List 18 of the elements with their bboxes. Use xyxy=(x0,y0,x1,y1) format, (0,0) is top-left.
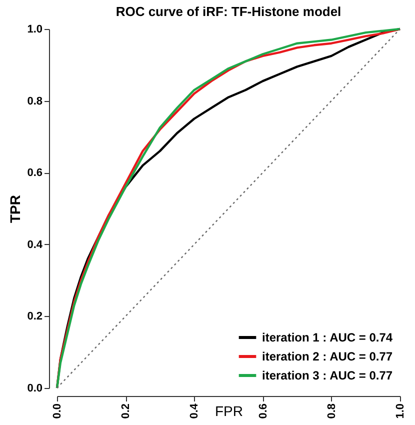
y-axis-title: TPR xyxy=(7,195,24,223)
y-tick-label: 0.6 xyxy=(27,167,42,180)
y-tick-label: 1.0 xyxy=(27,24,42,36)
y-tick-label: 0.2 xyxy=(27,310,42,323)
legend-label: iteration 1 : AUC = 0.74 xyxy=(262,330,393,344)
chart-title: ROC curve of iRF: TF-Histone model xyxy=(116,4,342,19)
x-tick-label: 0.0 xyxy=(52,404,64,419)
y-tick-label: 0.8 xyxy=(27,95,42,108)
x-tick-label: 0.6 xyxy=(257,404,270,419)
x-tick-label: 0.4 xyxy=(188,402,201,419)
y-tick-label: 0.0 xyxy=(27,382,42,394)
y-tick-label: 0.4 xyxy=(27,238,44,251)
legend-label: iteration 2 : AUC = 0.77 xyxy=(262,350,393,364)
x-tick-label: 1.0 xyxy=(394,404,406,419)
x-tick-label: 0.8 xyxy=(326,404,338,419)
x-axis-title: FPR xyxy=(215,402,243,419)
legend-label: iteration 3 : AUC = 0.77 xyxy=(262,368,393,382)
x-tick-label: 0.2 xyxy=(120,404,132,419)
